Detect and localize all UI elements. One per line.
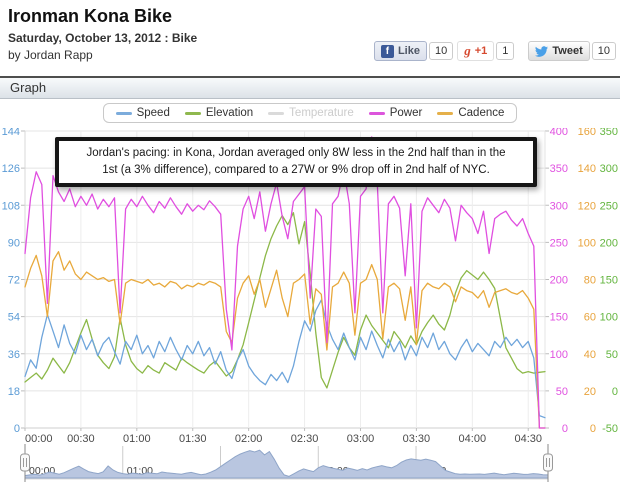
navigator-handle-right[interactable] <box>543 444 553 482</box>
x-axis-label: 01:30 <box>179 433 207 444</box>
social-bar: f Like 10 g +1 1 Tweet 10 <box>373 41 616 61</box>
facebook-like-button[interactable]: f Like <box>373 41 427 61</box>
pacing-annotation-box: Jordan's pacing: in Kona, Jordan average… <box>55 137 537 187</box>
speed-axis-label: 108 <box>2 200 20 212</box>
cadence-axis-label: 20 <box>584 386 596 398</box>
page-byline: by Jordan Rapp <box>8 48 93 62</box>
plusone-label: +1 <box>474 45 488 57</box>
legend-item-elevation[interactable]: Elevation <box>184 107 254 119</box>
page-title: Ironman Kona Bike <box>8 6 173 26</box>
legend-box: Speed Elevation Temperature Power Cadenc… <box>102 103 518 123</box>
speed-axis-label: 90 <box>8 237 20 249</box>
cadence-axis-label: 60 <box>584 312 596 324</box>
elevation-axis-label: 100 <box>600 312 618 324</box>
twitter-bird-icon <box>535 45 549 57</box>
speed-axis-label: 72 <box>8 275 20 287</box>
elevation-axis-label: 0 <box>612 386 618 398</box>
elevation-axis-label: 250 <box>600 200 618 212</box>
elevation-axis-label: 200 <box>600 237 618 249</box>
power-axis-label: 200 <box>550 275 568 287</box>
speed-axis-label: 144 <box>2 128 20 138</box>
google-plusone-button[interactable]: g +1 <box>457 41 495 61</box>
navigator-elevation-area[interactable] <box>24 449 549 479</box>
elevation-axis-label: 350 <box>600 128 618 138</box>
x-axis-label: 00:00 <box>25 433 53 444</box>
x-axis-label: 00:30 <box>67 433 95 444</box>
cadence-axis-label: 40 <box>584 349 596 361</box>
speed-axis-label: 0 <box>14 423 20 435</box>
graph-section-title: Graph <box>10 80 47 95</box>
elevation-axis-label: 150 <box>600 275 618 287</box>
speed-axis-label: 36 <box>8 349 20 361</box>
elevation-line-swatch-icon <box>184 111 201 115</box>
google-icon: g <box>464 43 471 58</box>
legend-label: Elevation <box>205 107 254 119</box>
x-axis-label: 04:30 <box>514 433 542 444</box>
cadence-axis-label: 80 <box>584 275 596 287</box>
elevation-axis-label: -50 <box>602 423 618 435</box>
power-axis-label: 100 <box>550 349 568 361</box>
speed-axis-label: 126 <box>2 163 20 175</box>
x-axis-label: 04:00 <box>459 433 487 444</box>
cadence-axis-label: 140 <box>578 163 596 175</box>
cadence-axis-label: 160 <box>578 128 596 138</box>
speed-series-line <box>24 299 546 419</box>
power-axis-label: 50 <box>556 386 568 398</box>
elevation-axis-label: 50 <box>606 349 618 361</box>
power-axis-label: 150 <box>550 312 568 324</box>
legend-item-speed[interactable]: Speed <box>115 107 170 119</box>
tweet-button[interactable]: Tweet <box>528 41 590 61</box>
tweet-count-badge: 10 <box>591 42 616 60</box>
power-axis-label: 300 <box>550 200 568 212</box>
navigator-handle-left-grip[interactable] <box>20 453 30 472</box>
x-axis-label: 02:30 <box>291 433 319 444</box>
legend-label: Cadence <box>458 107 505 119</box>
chart-legend: Speed Elevation Temperature Power Cadenc… <box>0 103 620 123</box>
plusone-count-badge: 1 <box>496 42 515 60</box>
cadence-line-swatch-icon <box>437 111 454 115</box>
facebook-icon: f <box>380 44 394 58</box>
cadence-series-line <box>24 251 546 429</box>
graph-section-header[interactable]: Graph <box>0 76 620 99</box>
annotation-line-1: Jordan's pacing: in Kona, Jordan average… <box>86 147 506 159</box>
speed-line-swatch-icon <box>115 111 132 115</box>
elevation-series-line <box>24 212 546 389</box>
elevation-axis-label: 300 <box>600 163 618 175</box>
legend-item-temperature[interactable]: Temperature <box>268 107 354 119</box>
cadence-axis-label: 100 <box>578 237 596 249</box>
x-axis-label: 02:00 <box>235 433 263 444</box>
like-label: Like <box>397 45 420 57</box>
legend-label: Speed <box>136 107 170 119</box>
power-axis-label: 0 <box>562 423 568 435</box>
power-line-swatch-icon <box>368 111 385 115</box>
speed-axis-label: 18 <box>8 386 20 398</box>
like-count-badge: 10 <box>428 42 454 60</box>
x-axis-label: 03:00 <box>347 433 375 444</box>
legend-item-cadence[interactable]: Cadence <box>437 107 504 119</box>
page-subtitle: Saturday, October 13, 2012 : Bike <box>8 31 198 45</box>
cadence-axis-label: 0 <box>590 423 596 435</box>
power-axis-label: 350 <box>550 163 568 175</box>
x-axis-label: 01:00 <box>123 433 151 444</box>
legend-label: Temperature <box>289 107 354 119</box>
temperature-line-swatch-icon <box>268 111 285 115</box>
legend-label: Power <box>389 107 423 119</box>
cadence-axis-label: 120 <box>578 200 596 212</box>
tweet-label: Tweet <box>552 45 583 57</box>
speed-axis-label: 54 <box>8 312 20 324</box>
power-axis-label: 250 <box>550 237 568 249</box>
power-axis-label: 400 <box>550 128 568 138</box>
annotation-line-2: 1st (a 3% difference), compared to a 27W… <box>102 164 490 176</box>
legend-item-power[interactable]: Power <box>368 107 423 119</box>
power-series-line <box>24 136 546 429</box>
navigator-handle-left[interactable] <box>20 444 30 482</box>
navigator-handle-right-grip[interactable] <box>543 453 553 472</box>
x-axis-label: 03:30 <box>403 433 431 444</box>
